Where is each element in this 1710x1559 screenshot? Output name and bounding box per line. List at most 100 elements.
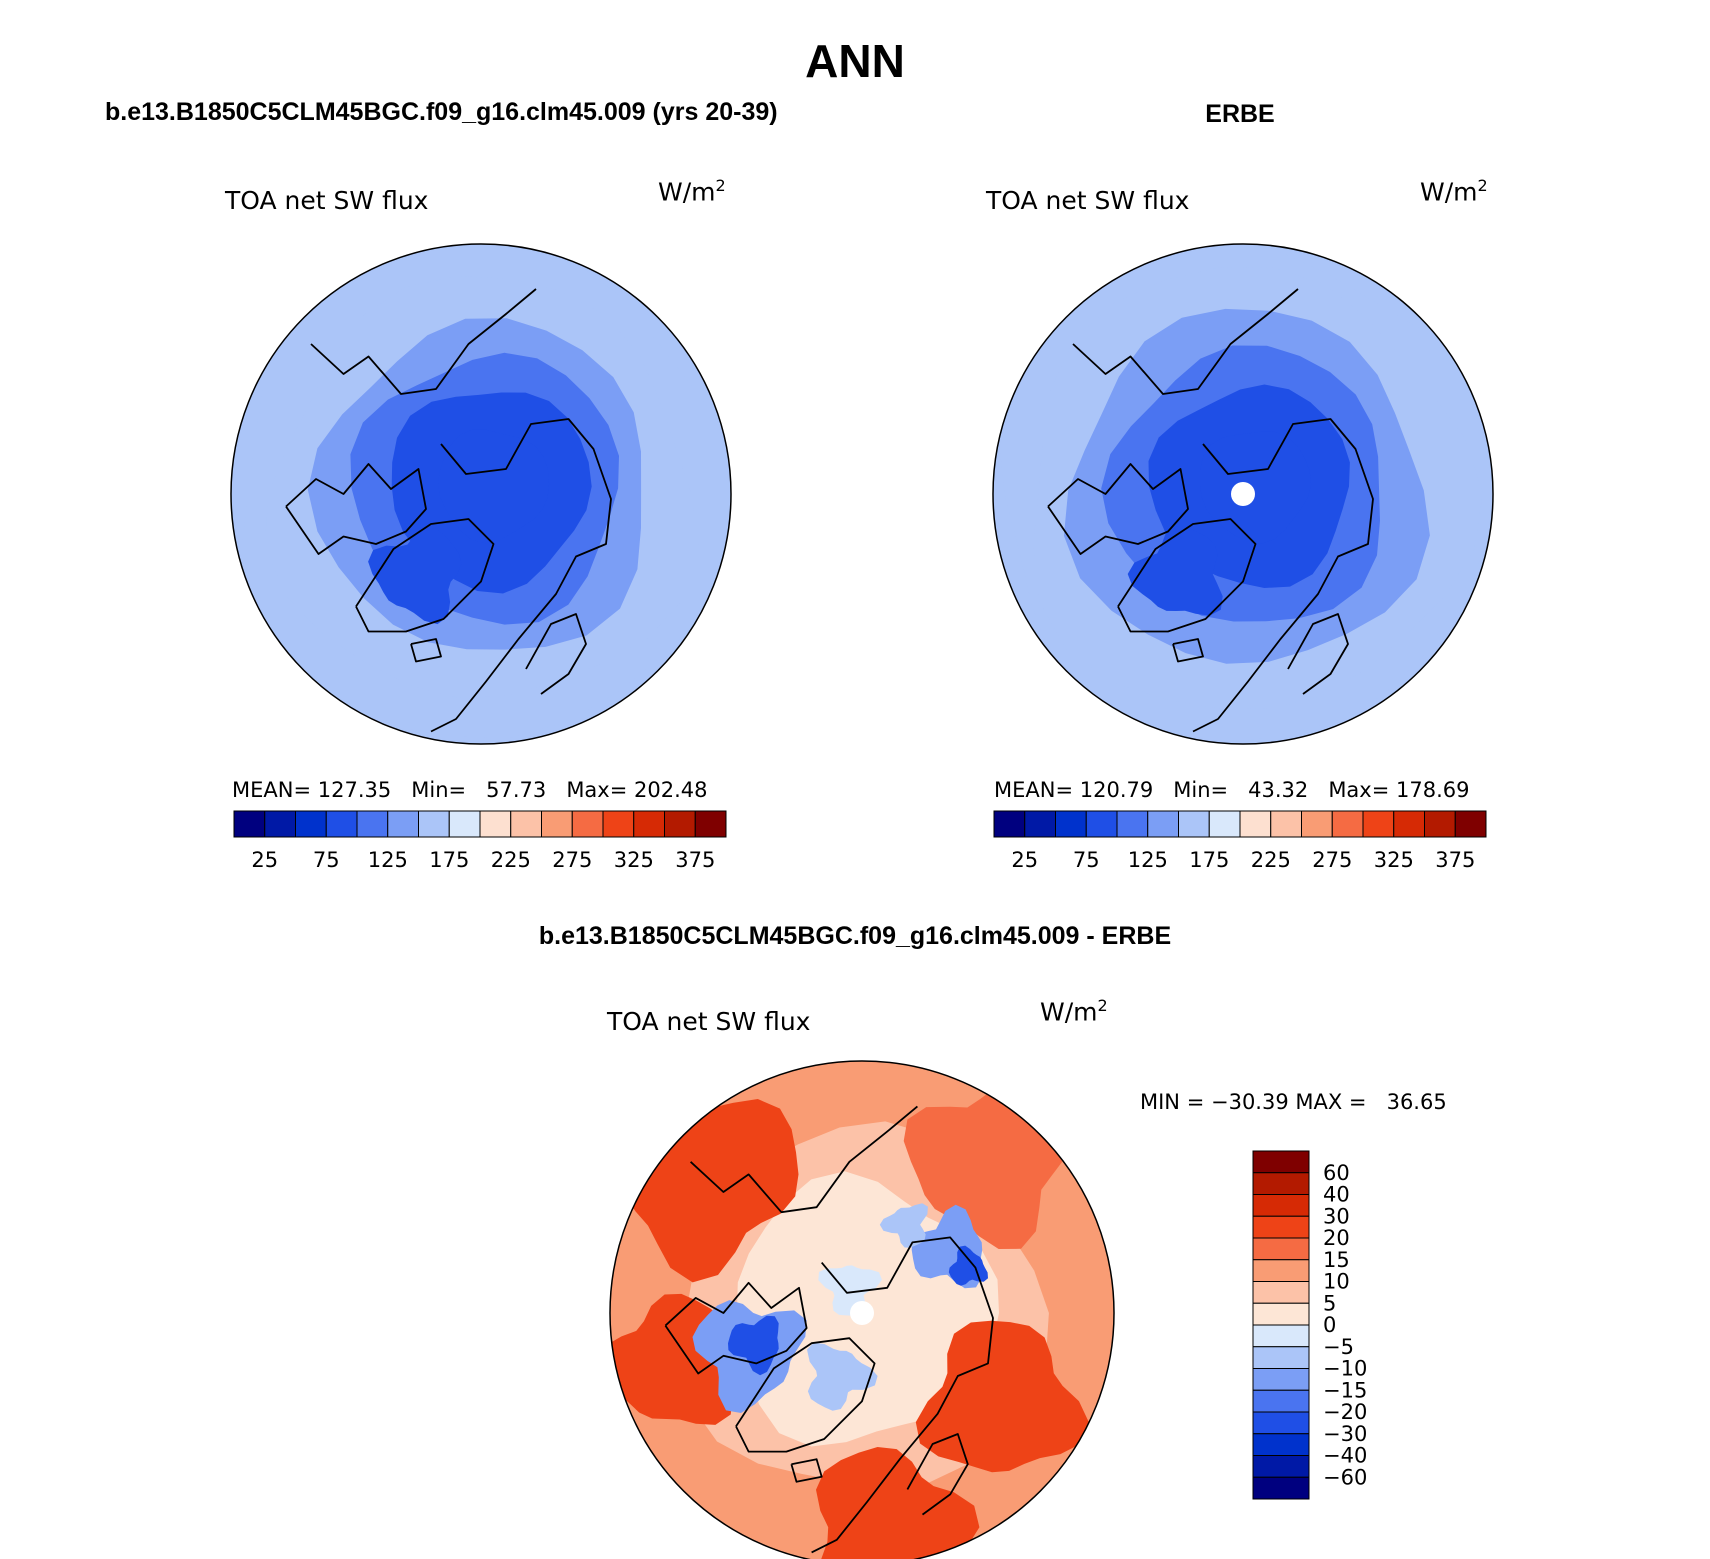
panel-2-header: ERBE [1205, 100, 1275, 128]
colorbar-swatch [1252, 1194, 1310, 1217]
colorbar-panel-2: 25 75 125 175 225 275 325 375 [993, 810, 1487, 872]
colorbar-swatch [448, 810, 481, 838]
colorbar-swatch [1252, 1476, 1310, 1500]
coastline [1172, 638, 1204, 663]
coastline [811, 1236, 994, 1554]
coastline [664, 1281, 808, 1375]
colorbar-tick-label: 225 [491, 848, 531, 872]
main-title: ANN [805, 35, 905, 87]
panel-1-header: b.e13.B1850C5CLM45BGC.f09_g16.clm45.009 … [105, 98, 778, 126]
units-superscript: 2 [1477, 176, 1488, 195]
contour-band [879, 1203, 928, 1248]
colorbar-swatch [295, 810, 327, 838]
colorbar-tick-label: 75 [1073, 848, 1100, 872]
colorbar-swatch [1085, 810, 1118, 838]
colorbar-swatch [993, 810, 1026, 838]
map-panel-2 [992, 243, 1494, 745]
coastline [310, 288, 537, 395]
contour-band [438, 429, 550, 544]
colorbar-swatch [1252, 1150, 1310, 1174]
colorbar-tick-label: −5 [1323, 1335, 1354, 1359]
units-superscript: 2 [1097, 996, 1108, 1015]
colorbar-tick-label: 75 [313, 848, 340, 872]
colorbar-swatch [1393, 810, 1425, 838]
colorbar-tick-label: −15 [1323, 1378, 1367, 1402]
colorbar-swatch [1147, 810, 1179, 838]
coastline [1047, 463, 1189, 555]
colorbar-swatch [1252, 1215, 1310, 1239]
panel-3-minmax: MIN = −30.39 MAX = 36.65 [1140, 1090, 1447, 1114]
panel-3-variable-label: TOA net SW flux [607, 1007, 811, 1036]
colorbar-swatch [1252, 1237, 1310, 1261]
missing-data-pole [1231, 482, 1255, 506]
contour-band [1200, 431, 1312, 544]
colorbar-tick-label: −20 [1323, 1400, 1367, 1424]
contour-band [807, 1342, 878, 1411]
colorbar-swatch [1252, 1324, 1310, 1348]
colorbar-tick-label: 40 [1323, 1183, 1350, 1207]
colorbar-swatch [1454, 810, 1487, 838]
coastline [689, 1105, 918, 1214]
colorbar-tick-label: 225 [1251, 848, 1291, 872]
colorbar-swatch [1252, 1281, 1310, 1304]
colorbar-swatch [1362, 810, 1395, 838]
colorbar-tick-label: 375 [1435, 848, 1475, 872]
colorbar-swatch [510, 810, 542, 838]
contour-band [1127, 526, 1223, 616]
colorbar-swatch [1252, 1433, 1310, 1456]
colorbar-swatch [1424, 810, 1456, 838]
colorbar-swatch [1252, 1302, 1310, 1326]
panel-1-units-label: W/m2 [658, 176, 726, 207]
colorbar-swatch [1252, 1259, 1310, 1282]
coastline [355, 518, 495, 633]
colorbar-swatch [387, 810, 419, 838]
panel-2-stats: MEAN= 120.79 Min= 43.32 Max= 178.69 [994, 778, 1470, 802]
colorbar-tick-label: 10 [1323, 1270, 1350, 1294]
colorbar-swatch [1024, 810, 1056, 838]
contour-band [728, 1315, 779, 1376]
map-boundary [992, 243, 1494, 745]
panel-1-stats: MEAN= 127.35 Min= 57.73 Max= 202.48 [232, 778, 708, 802]
colorbar-swatch [541, 810, 573, 838]
colorbar-tick-label: 375 [675, 848, 715, 872]
contour-band [903, 1082, 1066, 1249]
colorbar-swatch [694, 810, 727, 838]
colorbar-tick-label: −30 [1323, 1422, 1367, 1446]
colorbar-swatch [1252, 1411, 1310, 1435]
colorbar-tick-label: 60 [1323, 1161, 1350, 1185]
colorbar-tick-label: 20 [1323, 1226, 1350, 1250]
colorbar-tick-label: −10 [1323, 1357, 1367, 1381]
coastline [790, 1458, 823, 1483]
colorbar-tick-label: 125 [1128, 848, 1168, 872]
colorbar-tick-label: 325 [1374, 848, 1414, 872]
colorbar-tick-label: 175 [429, 848, 469, 872]
colorbar-swatch [325, 810, 358, 838]
colorbar-tick-label: −40 [1323, 1444, 1367, 1468]
colorbar-tick-label: 25 [251, 848, 278, 872]
map-panel-3 [609, 1060, 1115, 1559]
colorbar-swatch [356, 810, 389, 838]
colorbar-swatch [1252, 1346, 1310, 1369]
colorbar-swatch [1301, 810, 1333, 838]
colorbar-swatch [418, 810, 450, 838]
colorbar-swatch [1270, 810, 1302, 838]
colorbar-swatch [602, 810, 635, 838]
colorbar-tick-label: 125 [368, 848, 408, 872]
coastline [1192, 418, 1374, 733]
colorbar-tick-label: 25 [1011, 848, 1038, 872]
contour-band [915, 1320, 1090, 1473]
map-panel-1 [230, 243, 732, 745]
coastline [1072, 288, 1299, 395]
colorbar-swatch [1116, 810, 1149, 838]
colorbar-swatch [1055, 810, 1087, 838]
coastline [285, 463, 427, 555]
colorbar-tick-label: 275 [552, 848, 592, 872]
coastline [1287, 613, 1349, 695]
colorbar-swatch [264, 810, 296, 838]
map-boundary [609, 1060, 1115, 1559]
colorbar-swatch [1239, 810, 1272, 838]
colorbar-swatch [633, 810, 665, 838]
colorbar-panel-1: 25 75 125 175 225 275 325 375 [233, 810, 727, 872]
